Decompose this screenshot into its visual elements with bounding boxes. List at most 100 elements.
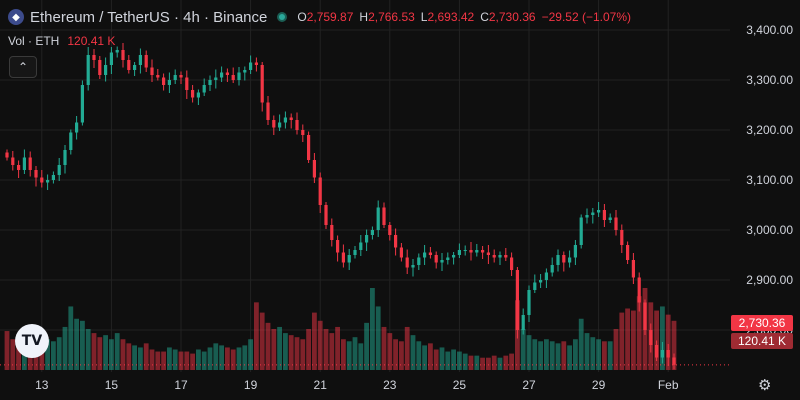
volume-bar [428, 343, 433, 370]
y-tick-label: 3,100.00 [746, 173, 793, 187]
volume-bar [265, 322, 271, 370]
gear-icon[interactable]: ⚙ [758, 377, 772, 394]
candle-body [504, 255, 508, 258]
candle-body [463, 250, 467, 251]
candle-body [260, 65, 264, 103]
ethereum-icon: ◆ [8, 9, 24, 25]
volume-bar [416, 341, 422, 370]
candle-body [666, 350, 670, 358]
candle-body [254, 62, 258, 65]
candle-body [475, 250, 479, 253]
candle-body [370, 230, 374, 235]
chart-header: ◆ Ethereum / TetherUS · 4h · Binance O2,… [8, 7, 631, 27]
volume-bar [207, 347, 213, 370]
candle-body [336, 240, 340, 253]
candle-body [568, 257, 572, 263]
volume-bar [236, 347, 242, 370]
candle-body [173, 75, 177, 80]
volume-bar [97, 337, 103, 370]
tradingview-logo-icon[interactable]: TV [15, 324, 49, 358]
candle-body [237, 72, 241, 80]
candle-body [347, 255, 351, 263]
volume-bar [190, 353, 195, 370]
candle-body [324, 205, 328, 225]
volume-bar [509, 353, 514, 370]
candle-body [655, 345, 659, 358]
candle-body [660, 350, 664, 358]
candle-body [341, 252, 345, 263]
collapse-legend-button[interactable]: ⌃ [9, 56, 37, 78]
market-open-icon [277, 12, 288, 22]
volume-label: Vol · ETH [8, 34, 60, 48]
candle-body [579, 217, 583, 245]
candle-body [80, 85, 84, 123]
candle-body [330, 225, 334, 240]
candle-body [643, 302, 647, 330]
candle-body [69, 132, 73, 150]
volume-bar [474, 355, 480, 370]
candle-body [40, 177, 44, 183]
candle-body [394, 235, 398, 248]
x-tick-label: 15 [105, 378, 119, 392]
candle-body [156, 75, 160, 78]
low-value: 2,693.42 [427, 10, 475, 24]
candle-body [428, 252, 432, 255]
volume-bar [584, 333, 590, 370]
volume-bar [242, 345, 248, 370]
candle-body [620, 230, 624, 245]
candle-body [399, 247, 403, 258]
volume-bar [329, 333, 335, 370]
candle-body [481, 250, 485, 253]
volume-bar [196, 349, 201, 370]
candle-body [202, 85, 206, 93]
candle-body [104, 65, 108, 75]
volume-bar [213, 343, 219, 370]
volume-legend[interactable]: Vol · ETH 120.41 K [8, 34, 115, 48]
x-tick-label: 19 [244, 378, 258, 392]
volume-bar [422, 345, 427, 370]
volume-bar [335, 326, 340, 370]
volume-bar [451, 349, 456, 370]
candle-body [637, 277, 641, 303]
high-value: 2,766.53 [368, 10, 415, 24]
volume-bar [45, 339, 50, 370]
volume-bar [114, 333, 120, 370]
candle-body [272, 120, 276, 128]
last-price-tag: 2,730.36 [731, 315, 793, 331]
volume-bars [4, 288, 677, 370]
candle-body [318, 177, 322, 205]
volume-bar [573, 339, 578, 370]
candle-body [115, 50, 119, 53]
volume-bar [352, 337, 358, 370]
volume-bar [544, 339, 549, 370]
volume-bar [16, 343, 21, 370]
candle-body [92, 55, 96, 60]
volume-bar [178, 351, 184, 370]
candle-body [208, 80, 212, 85]
candle-body [312, 160, 316, 178]
candle-body [214, 77, 218, 80]
volume-bar [497, 357, 503, 370]
volume-bar [370, 288, 375, 370]
candle-body [22, 157, 26, 170]
candle-body [138, 55, 142, 65]
volume-bar [248, 339, 253, 370]
volume-bar [387, 333, 393, 370]
volume-bar [631, 310, 636, 370]
volume-bar [613, 329, 619, 370]
candle-body [191, 90, 195, 98]
candle-body [289, 117, 293, 120]
symbol-title[interactable]: Ethereum / TetherUS · 4h · Binance [30, 8, 268, 26]
candle-body [515, 270, 519, 330]
candle-body [231, 75, 235, 80]
volume-bar [532, 339, 538, 370]
volume-bar [491, 355, 497, 370]
candle-body [301, 130, 305, 135]
candle-body [133, 65, 137, 70]
volume-bar [636, 296, 642, 370]
volume-bar [167, 347, 172, 370]
candle-body [440, 260, 444, 263]
volume-bar [538, 341, 543, 370]
candle-body [283, 117, 287, 123]
